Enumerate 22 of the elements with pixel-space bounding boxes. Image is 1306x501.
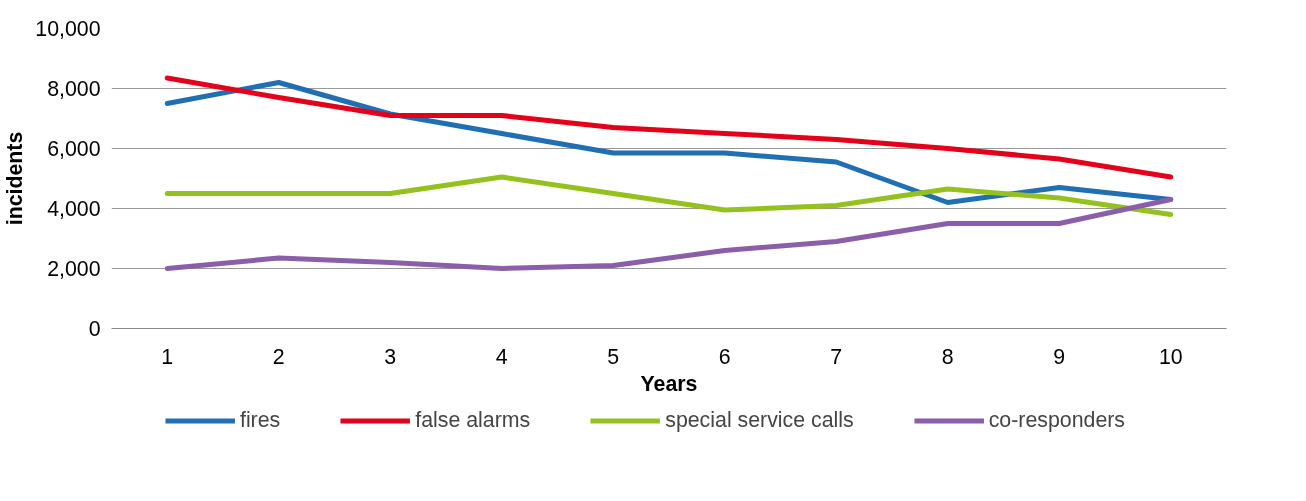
y-tick-label: 10,000 (35, 17, 101, 41)
y-tick-label: 4,000 (47, 197, 101, 221)
x-tick-label: 1 (161, 344, 174, 369)
x-tick-label: 7 (830, 344, 843, 369)
x-tick-label: 3 (384, 344, 397, 369)
legend-label: fires (239, 407, 281, 433)
legend-label: co-responders (988, 407, 1126, 433)
legend-label: special service calls (665, 407, 854, 433)
x-tick-label: 2 (272, 344, 285, 369)
y-tick-label: 0 (88, 317, 101, 341)
y-tick-label: 8,000 (47, 77, 101, 101)
y-tick-label: 6,000 (47, 137, 101, 161)
y-axis-title: incidents (3, 131, 28, 226)
x-tick-label: 9 (1053, 344, 1066, 369)
x-tick-label: 6 (718, 344, 731, 369)
x-tick-label: 4 (495, 344, 508, 369)
x-axis-title: Years (640, 371, 698, 396)
x-tick-label: 8 (941, 344, 954, 369)
x-tick-label: 10 (1158, 344, 1183, 369)
x-tick-label: 5 (607, 344, 620, 369)
legend-label: false alarms (415, 407, 531, 433)
y-tick-label: 2,000 (47, 257, 101, 281)
